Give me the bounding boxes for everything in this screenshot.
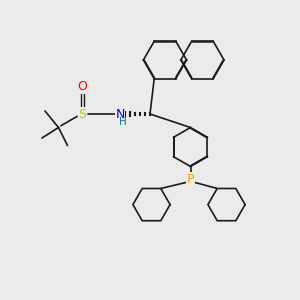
Text: O: O [78,80,87,94]
Text: N: N [115,107,125,121]
Text: S: S [79,107,86,121]
Text: H: H [118,117,126,128]
Text: P: P [187,172,194,186]
